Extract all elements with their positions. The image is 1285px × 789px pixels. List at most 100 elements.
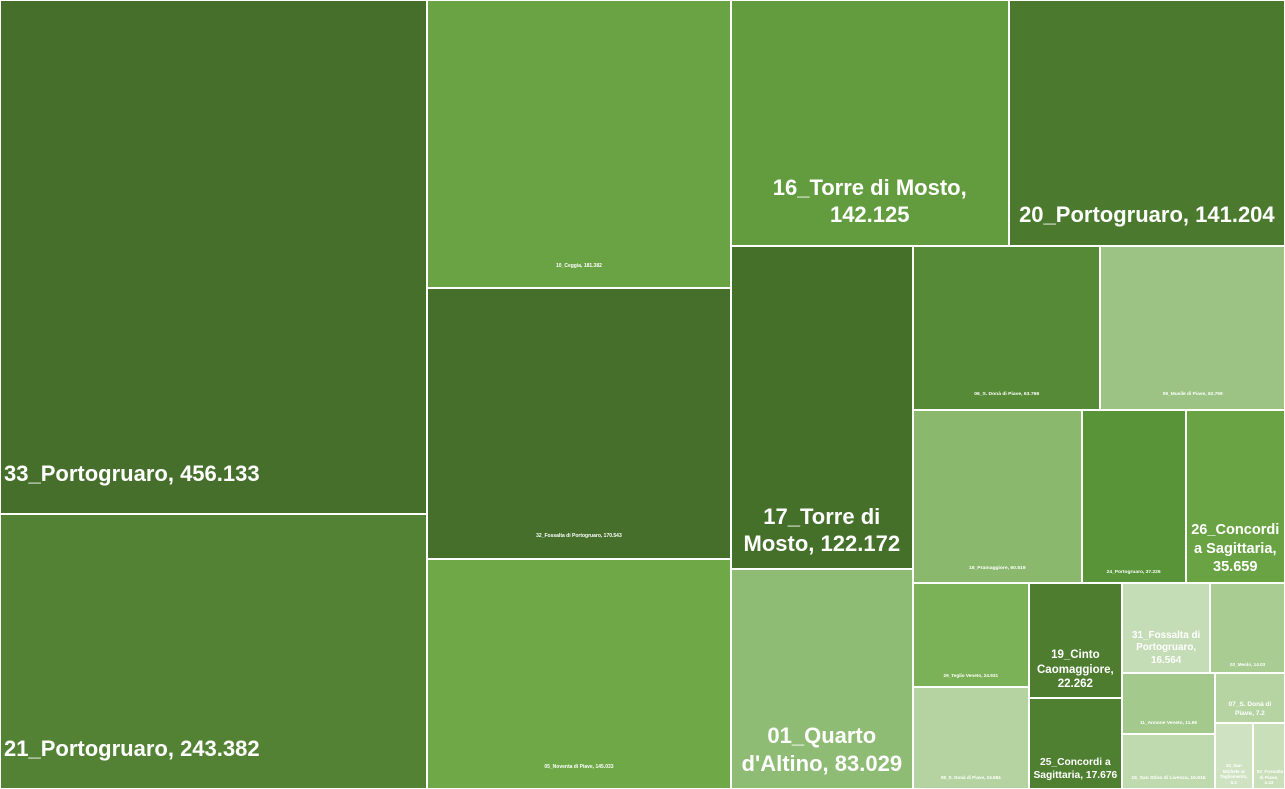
tile-name: 29_Teglio Veneto (943, 673, 982, 679)
separator: , (1142, 569, 1146, 575)
tile-name: 09_Musile di Piave (1162, 392, 1206, 398)
tile-value: 141.204 (1195, 202, 1275, 228)
tile-name: 31_Fossalta di Portogruaro (1132, 630, 1201, 654)
tile: 33_Portogruaro, 456.133 (0, 0, 428, 515)
tile: 02_Meolo, 14.03 (1210, 582, 1285, 674)
tile-label: 18_Pramaggiore, 60.519 (914, 566, 1081, 582)
tile-name: 03_Fossalta di Piave (1256, 768, 1284, 780)
tile: 32_Fossalta di Portogruaro, 170.543 (427, 287, 731, 559)
tile-name: 17_Torre di Mosto (743, 503, 881, 557)
separator: , (600, 533, 604, 540)
tile-value: 16.564 (1151, 654, 1182, 666)
separator: , (592, 763, 596, 770)
separator: , (1276, 774, 1279, 780)
tile-name: 07_S. Donà di Piave (1228, 701, 1272, 717)
tile-name: 02_Meolo (1230, 662, 1252, 668)
tile-name: 18_Pramaggiore (968, 565, 1008, 571)
tile-name: 16_Torre di Mosto (772, 174, 961, 200)
tile-value: 60.519 (1010, 565, 1026, 571)
separator: , (1205, 392, 1208, 398)
separator: , (1272, 540, 1277, 557)
tile-label: 24_Portogruaro, 37.226 (1083, 570, 1185, 582)
tile-value: 243.382 (180, 735, 260, 761)
tile: 29_Teglio Veneto, 24.931 (912, 582, 1029, 687)
tile-value: 170.543 (603, 533, 622, 540)
separator: , (1193, 642, 1197, 654)
separator: , (167, 735, 181, 761)
tile-value: 456.133 (180, 461, 260, 487)
tile-label: 06_S. Donà di Piave, 63.768 (914, 392, 1100, 409)
tile: 15_San Stino di Livenza, 10.616 (1122, 733, 1215, 789)
separator: , (581, 262, 584, 269)
tile-label: 08_S. Donà di Piave, 24.584 (914, 775, 1028, 788)
tile: 01_Quarto d'Altino, 83.029 (730, 569, 913, 789)
tile-value: 17.676 (1085, 769, 1118, 781)
tile-name: 25_Concordi a Sagittaria (1033, 756, 1111, 781)
separator: , (1182, 721, 1186, 727)
tile-label: 32_Fossalta di Portogruaro, 170.543 (428, 533, 730, 557)
tile-label: 21_Portogruaro, 243.382 (1, 735, 426, 788)
tile: 34_San Michele al Tagliamento, 5.2 (1214, 722, 1253, 789)
tile: 09_Musile di Piave, 62.769 (1100, 246, 1285, 411)
tile-value: 14.03 (1253, 662, 1266, 668)
separator: , (981, 673, 984, 679)
tile-value: 24.931 (983, 673, 999, 679)
tile-label: 09_Musile di Piave, 62.769 (1101, 392, 1284, 409)
separator: , (1182, 202, 1196, 228)
tile-value: 35.659 (1213, 558, 1258, 575)
tile-name: 19_Cinto Caomaggiore (1037, 649, 1111, 676)
tile: 10_Ceggia, 181.382 (427, 0, 731, 288)
tile: 18_Pramaggiore, 60.519 (912, 410, 1082, 583)
tile-name: 10_Ceggia (556, 262, 582, 269)
tile-label: 31_Fossalta di Portogruaro, 16.564 (1123, 630, 1209, 672)
tile-name: 21_Portogruaro (4, 735, 168, 761)
tile-label: 16_Torre di Mosto, 142.125 (732, 174, 1008, 246)
tile-value: 142.125 (829, 202, 910, 228)
tile-name: 01_Quarto d'Altino (741, 723, 877, 776)
separator: , (1007, 565, 1011, 571)
tile-label: 20_Portogruaro, 141.204 (1010, 201, 1284, 245)
separator: , (1080, 769, 1086, 781)
tile-name: 32_Fossalta di Portogruaro (536, 533, 601, 540)
tile-label: 17_Torre di Mosto, 122.172 (732, 503, 912, 569)
tile: 21_Portogruaro, 243.382 (0, 514, 428, 789)
separator: , (822, 750, 835, 776)
tile-label: 11_Annone Veneto, 11.65 (1123, 721, 1214, 732)
separator: , (1251, 662, 1254, 668)
tile: 26_Concordi a Sagittaria, 35.659 (1185, 410, 1285, 583)
separator: , (167, 461, 181, 487)
tile-label: 19_Cinto Caomaggiore, 22.262 (1030, 648, 1121, 697)
tile: 08_S. Donà di Piave, 24.584 (912, 686, 1029, 789)
tile-name: 24_Portogruaro (1106, 569, 1143, 575)
separator: , (1246, 774, 1248, 780)
separator: , (984, 775, 987, 781)
tile: 16_Torre di Mosto, 142.125 (730, 0, 1009, 247)
separator: , (1110, 663, 1114, 676)
separator: , (960, 174, 967, 200)
tile-name: 34_San Michele al Tagliamento (1219, 763, 1247, 780)
tile: 25_Concordi a Sagittaria, 17.676 (1028, 697, 1123, 789)
tile-name: 05_Noventa di Piave (544, 763, 593, 770)
tile-label: 26_Concordi a Sagittaria, 35.659 (1187, 521, 1284, 581)
tile: 07_S. Donà di Piave, 7.2 (1214, 673, 1285, 723)
tile-label: 34_San Michele al Tagliamento, 5.2 (1216, 763, 1252, 788)
tile: 03_Fossalta di Piave, 4.43 (1252, 722, 1285, 789)
tile-value: 122.172 (820, 531, 901, 557)
tile-value: 83.029 (834, 750, 903, 776)
tile-label: 10_Ceggia, 181.382 (428, 263, 730, 287)
separator: , (808, 531, 821, 557)
tile-value: 11.65 (1185, 721, 1198, 727)
tile-value: 62.769 (1207, 392, 1223, 398)
tile-name: 08_S. Donà di Piave (940, 775, 985, 781)
tile-name: 11_Annone Veneto (1139, 721, 1183, 727)
tile-value: 37.226 (1145, 569, 1161, 575)
tile-value: 10.616 (1190, 776, 1206, 782)
tile-label: 02_Meolo, 14.03 (1211, 662, 1284, 672)
tile-value: 4.43 (1264, 780, 1274, 786)
tile-name: 26_Concordi a Sagittaria (1191, 522, 1280, 557)
tile-name: 15_San Stino di Livenza (1131, 776, 1188, 782)
tile: 17_Torre di Mosto, 122.172 (730, 246, 913, 570)
tile-label: 05_Noventa di Piave, 145.033 (428, 764, 730, 788)
tile: 24_Portogruaro, 37.226 (1081, 410, 1186, 583)
tile-label: 25_Concordi a Sagittaria, 17.676 (1030, 757, 1121, 788)
